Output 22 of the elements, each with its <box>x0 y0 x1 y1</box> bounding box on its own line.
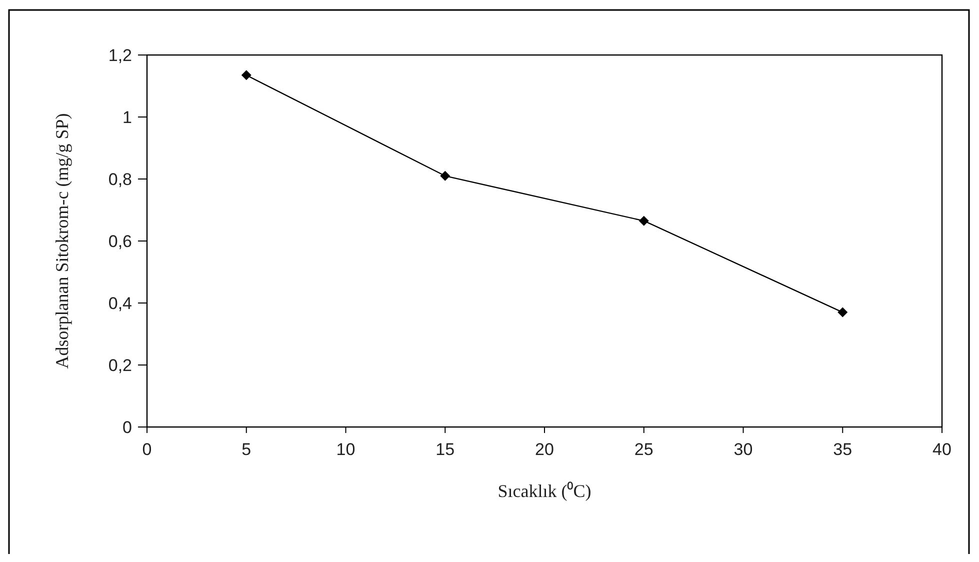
x-tick-label: 0 <box>142 440 152 459</box>
y-tick-label: 0 <box>122 418 132 437</box>
x-tick-label: 20 <box>535 440 554 459</box>
y-tick-label: 0,4 <box>108 294 132 313</box>
point <box>440 170 450 181</box>
x-tick-label: 25 <box>634 440 654 459</box>
y-tick-label: 0,6 <box>108 232 132 251</box>
y-tick-label: 1,2 <box>108 46 132 65</box>
y-tick-label: 0,8 <box>108 170 132 189</box>
x-axis-title: Sıcaklık (⁰C) <box>498 481 592 501</box>
point <box>838 307 848 318</box>
x-tick-label: 30 <box>734 440 753 459</box>
y-tick-label: 1 <box>122 108 132 127</box>
x-tick-label: 40 <box>932 440 952 459</box>
point <box>638 216 649 226</box>
y-axis-title: Adsorplanan Sitokrom-c (mg/g SP) <box>52 113 72 369</box>
y-tick-label: 0,2 <box>108 356 132 375</box>
x-tick-label: 35 <box>833 440 852 459</box>
x-tick-label: 15 <box>436 440 455 459</box>
point <box>241 70 252 80</box>
x-tick-label: 5 <box>242 440 252 459</box>
x-tick-label: 10 <box>336 440 356 459</box>
